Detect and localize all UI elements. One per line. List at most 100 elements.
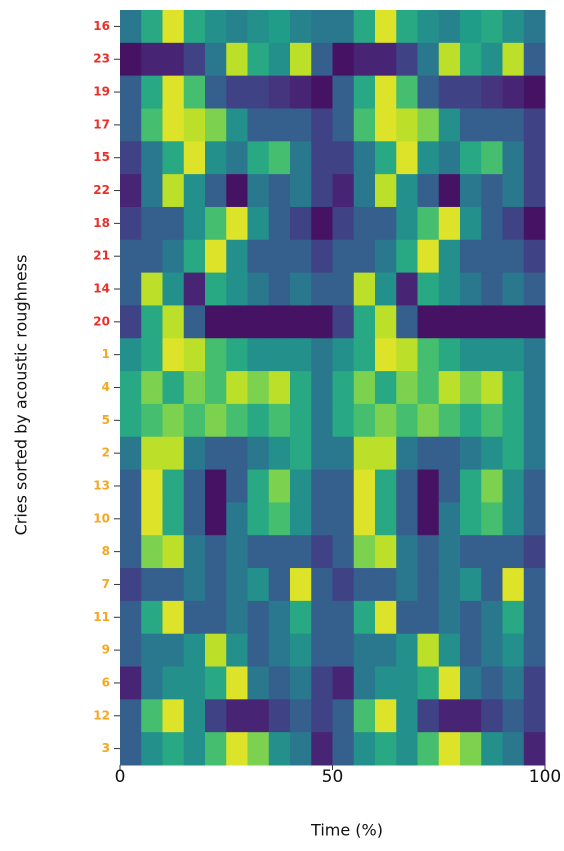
heatmap-cell: [311, 535, 333, 569]
row-label: 11: [93, 610, 110, 624]
heatmap-cell: [417, 371, 440, 405]
heatmap-cell: [438, 436, 461, 471]
heatmap-cell: [141, 206, 163, 241]
heatmap-cell: [311, 174, 333, 208]
heatmap-cell: [332, 10, 355, 44]
heatmap-cell: [460, 403, 482, 438]
heatmap-cell: [438, 699, 461, 733]
heatmap-cell: [205, 666, 227, 700]
heatmap-cell: [502, 305, 525, 339]
heatmap-cell: [311, 568, 333, 602]
heatmap-cell: [247, 174, 270, 208]
heatmap-cell: [502, 206, 525, 241]
heatmap-cell: [183, 42, 206, 77]
heatmap-cell: [353, 206, 376, 241]
heatmap-cell: [375, 108, 397, 142]
heatmap-cell: [523, 666, 546, 700]
heatmap-cell: [438, 108, 461, 142]
heatmap-cell: [460, 666, 482, 700]
heatmap-cell: [268, 436, 291, 471]
heatmap-cell: [375, 403, 397, 438]
heatmap-cell: [268, 732, 291, 766]
heatmap-cell: [438, 666, 461, 700]
heatmap-cell: [396, 535, 418, 569]
heatmap-cell: [268, 206, 291, 241]
row-label: 15: [93, 150, 110, 164]
heatmap-cell: [290, 600, 312, 635]
heatmap-cell: [141, 469, 163, 503]
heatmap-cell: [460, 568, 482, 602]
heatmap-cell: [523, 699, 546, 733]
heatmap-cell: [523, 206, 546, 241]
heatmap-cell: [460, 699, 482, 733]
heatmap-cell: [290, 206, 312, 241]
heatmap-cell: [375, 633, 397, 668]
heatmap-cell: [311, 42, 333, 77]
heatmap-cell: [268, 403, 291, 438]
heatmap-cell: [523, 338, 546, 372]
row-label: 2: [102, 446, 110, 460]
heatmap-cell: [226, 338, 248, 372]
heatmap-cell: [438, 535, 461, 569]
heatmap-cell: [438, 502, 461, 536]
heatmap-cell: [247, 272, 270, 306]
heatmap-cell: [268, 42, 291, 77]
heatmap-cell: [417, 502, 440, 536]
heatmap-cell: [332, 502, 355, 536]
row-label: 1: [102, 347, 110, 361]
heatmap-cell: [205, 206, 227, 241]
heatmap-cell: [502, 108, 525, 142]
row-label: 18: [93, 216, 110, 230]
heatmap-cell: [268, 666, 291, 700]
heatmap-cell: [353, 666, 376, 700]
heatmap-cell: [268, 239, 291, 274]
heatmap-cell: [247, 600, 270, 635]
heatmap-cell: [162, 305, 185, 339]
heatmap-cell: [375, 42, 397, 77]
heatmap-cell: [375, 699, 397, 733]
heatmap-cell: [332, 371, 355, 405]
heatmap-cell: [396, 239, 418, 274]
heatmap-cell: [205, 108, 227, 142]
heatmap-cell: [523, 75, 546, 109]
row-label: 14: [93, 282, 110, 296]
heatmap-cell: [120, 535, 142, 569]
heatmap-cell: [523, 108, 546, 142]
heatmap-cell: [141, 633, 163, 668]
heatmap-cell: [353, 10, 376, 44]
heatmap-cell: [523, 535, 546, 569]
heatmap-cell: [396, 272, 418, 306]
heatmap-cell: [290, 436, 312, 471]
heatmap-cell: [438, 469, 461, 503]
heatmap-cell: [375, 174, 397, 208]
heatmap-cell: [417, 633, 440, 668]
heatmap-cell: [226, 732, 248, 766]
heatmap-cell: [183, 10, 206, 44]
heatmap-cell: [502, 535, 525, 569]
heatmap-cell: [417, 239, 440, 274]
heatmap-cell: [205, 502, 227, 536]
heatmap-cell: [375, 305, 397, 339]
heatmap-cell: [268, 108, 291, 142]
heatmap-cell: [481, 338, 503, 372]
row-label: 20: [93, 314, 110, 328]
heatmap-cell: [205, 535, 227, 569]
heatmap-cell: [396, 502, 418, 536]
heatmap-cell: [162, 403, 185, 438]
heatmap-cell: [417, 600, 440, 635]
heatmap-cell: [205, 305, 227, 339]
heatmap-cell: [268, 141, 291, 175]
heatmap-cell: [353, 108, 376, 142]
heatmap-cell: [268, 568, 291, 602]
heatmap-cell: [481, 10, 503, 44]
heatmap-cell: [205, 239, 227, 274]
heatmap-cell: [205, 436, 227, 471]
heatmap-cell: [247, 75, 270, 109]
heatmap-cell: [268, 600, 291, 635]
heatmap-cell: [396, 108, 418, 142]
heatmap-cell: [311, 272, 333, 306]
heatmap-cell: [183, 371, 206, 405]
heatmap-cell: [311, 338, 333, 372]
heatmap-cell: [332, 174, 355, 208]
